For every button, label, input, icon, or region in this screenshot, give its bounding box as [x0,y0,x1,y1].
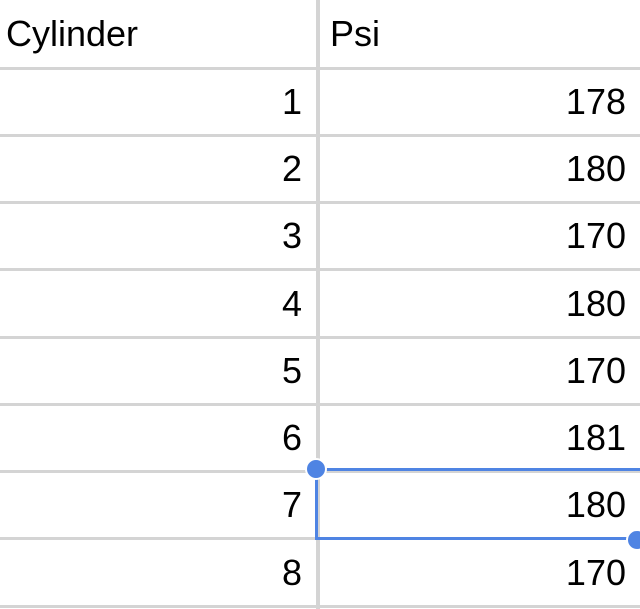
cylinder-cell[interactable]: 5 [281,350,302,391]
cylinder-cell[interactable]: 4 [281,283,302,324]
table-row: 1 178 [0,70,640,137]
psi-cell[interactable]: 178 [565,81,626,122]
psi-cell[interactable]: 181 [565,417,626,458]
cylinder-cell[interactable]: 7 [281,484,302,525]
table-row: 4 180 [0,272,640,339]
selected-cell-outline[interactable] [315,468,640,540]
cylinder-cell[interactable]: 1 [281,81,302,122]
header-row: Cylinder Psi [0,0,640,70]
column-divider [316,0,320,609]
selection-handle-top-left[interactable] [305,458,327,480]
psi-cell[interactable]: 170 [565,552,626,593]
psi-cell[interactable]: 180 [565,283,626,324]
psi-cell[interactable]: 170 [565,215,626,256]
psi-cell[interactable]: 170 [565,350,626,391]
header-psi[interactable]: Psi [330,12,381,54]
psi-cell[interactable]: 180 [565,148,626,189]
table-row: 8 170 [0,541,640,608]
selection-handle-bottom-right[interactable] [626,529,640,551]
psi-cell[interactable]: 180 [565,484,626,525]
table-row: 3 170 [0,204,640,271]
table-row: 2 180 [0,137,640,204]
cylinder-cell[interactable]: 3 [281,215,302,256]
cylinder-cell[interactable]: 8 [281,552,302,593]
cylinder-cell[interactable]: 2 [281,148,302,189]
header-cylinder[interactable]: Cylinder [6,12,139,54]
cylinder-cell[interactable]: 6 [281,417,302,458]
table-row: 5 170 [0,339,640,406]
